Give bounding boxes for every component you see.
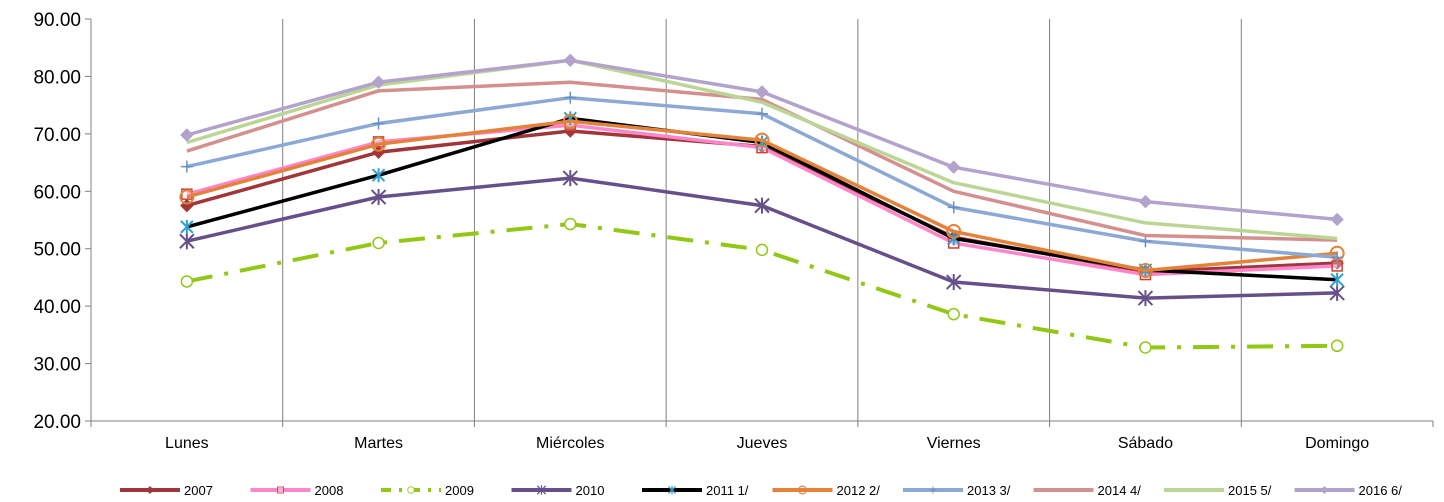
series-line [187,82,1337,240]
data-point [1332,340,1343,351]
data-point [146,486,153,493]
data-point [756,108,768,120]
data-point [757,244,768,255]
data-point [181,161,193,173]
series-2009 [181,219,1342,353]
legend-item: 2008 [251,483,344,498]
legend-label: 2009 [445,483,474,498]
data-point [373,237,384,248]
data-point [1331,213,1343,225]
y-tick-label: 80.00 [33,67,81,88]
data-point [929,486,936,493]
data-point [948,161,960,173]
data-point [278,487,284,493]
legend-label: 2008 [315,483,344,498]
axes: 20.00 30.00 40.00 50.00 60.00 70.00 80.00 90.00… [33,10,1433,452]
legend-item: 2016 6/ [1295,483,1403,498]
legend: 2007 2008 2009 2010 2011 1/2012 2/2013 3/201… [120,483,1402,498]
data-point [408,487,415,494]
legend-item: 2014 4/ [1034,483,1142,498]
x-tick-label: Miércoles [536,435,604,452]
legend-label: 2016 6/ [1359,483,1403,498]
data-point [756,86,768,98]
legend-marker [1321,486,1328,493]
series-lines [180,54,1344,353]
legend-label: 2011 1/ [706,483,749,498]
legend-marker [929,486,936,493]
legend-marker [278,487,284,493]
legend-label: 2010 [576,483,605,498]
y-tick-label: 90.00 [33,10,81,31]
y-tick-label: 70.00 [33,125,81,146]
legend-label: 2013 3/ [967,483,1011,498]
data-point [1139,196,1151,208]
y-tick-label: 50.00 [33,240,81,261]
legend-item: 2013 3/ [903,483,1011,498]
data-point [564,92,576,104]
data-point [1140,342,1151,353]
x-tick-label: Viernes [927,435,981,452]
y-tick-label: 40.00 [33,297,81,318]
x-tick-label: Domingo [1305,435,1369,452]
x-tick-label: Martes [354,435,403,452]
legend-marker [408,487,415,494]
data-point [948,309,959,320]
series-line [187,178,1337,298]
legend-item: 2009 [381,483,474,498]
legend-item: 2010 [512,483,605,498]
data-point [181,276,192,287]
legend-item: 2007 [120,483,213,498]
legend-marker [146,486,153,493]
legend-item: 2015 5/ [1164,483,1272,498]
data-point [565,219,576,230]
legend-item: 2011 1/ [642,483,749,498]
x-tick-label: Sábado [1118,435,1173,452]
legend-label: 2012 2/ [837,483,881,498]
y-tick-label: 30.00 [33,355,81,376]
data-point [1321,486,1328,493]
series-2014-4 [187,82,1337,240]
legend-label: 2014 4/ [1098,483,1142,498]
legend-label: 2007 [184,483,213,498]
x-tick-label: Jueves [737,435,788,452]
data-point [948,201,960,213]
series-line [187,98,1337,258]
legend-label: 2015 5/ [1228,483,1272,498]
x-tick-label: Lunes [165,435,209,452]
y-tick-label: 20.00 [33,412,81,433]
series-2010 [180,170,1344,306]
data-point [564,54,576,66]
y-tick-label: 60.00 [33,182,81,203]
data-point [373,118,385,130]
legend-item: 2012 2/ [773,483,881,498]
data-point [181,129,193,141]
